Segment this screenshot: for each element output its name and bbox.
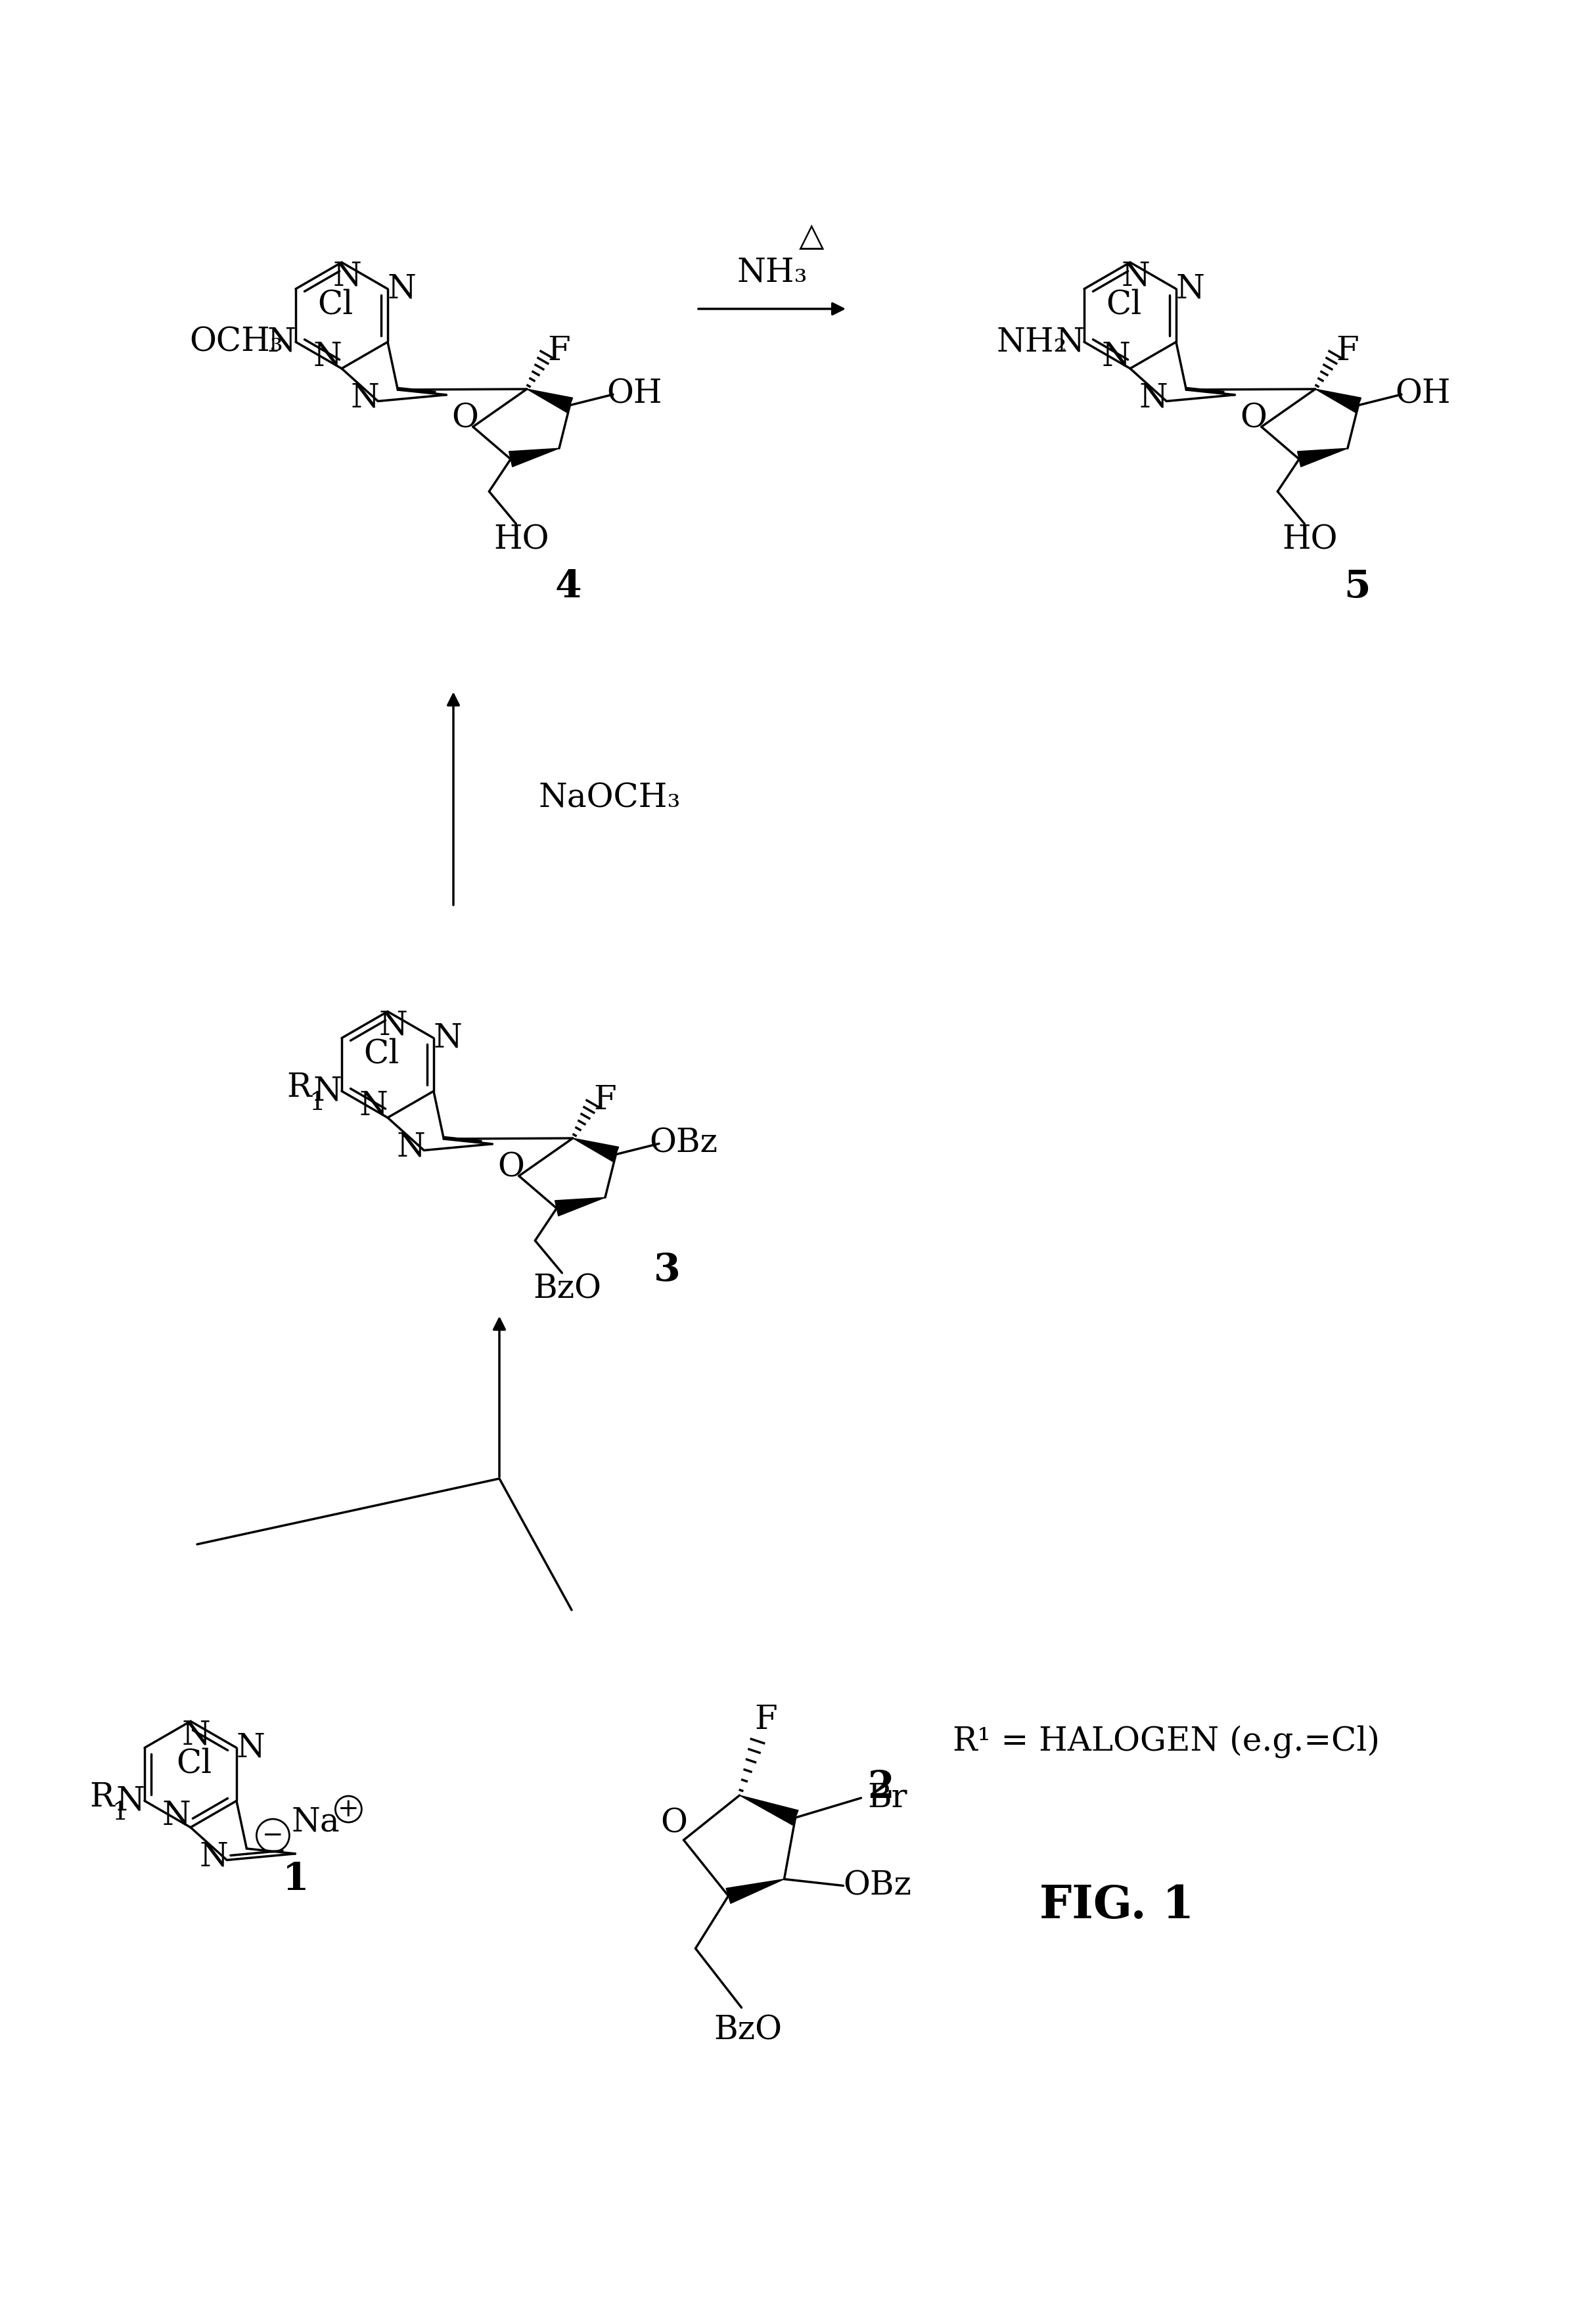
Text: N: N bbox=[161, 1800, 190, 1832]
Text: 1: 1 bbox=[282, 1860, 310, 1897]
Polygon shape bbox=[739, 1796, 798, 1825]
Text: N: N bbox=[236, 1731, 265, 1763]
Text: N: N bbox=[313, 1075, 342, 1107]
Text: F: F bbox=[755, 1703, 777, 1736]
Text: FIG. 1: FIG. 1 bbox=[1039, 1883, 1194, 1927]
Text: R: R bbox=[89, 1782, 115, 1814]
Text: 5: 5 bbox=[1344, 569, 1371, 605]
Text: Cl: Cl bbox=[1106, 288, 1141, 322]
Text: OH: OH bbox=[606, 378, 662, 410]
Text: NaOCH₃: NaOCH₃ bbox=[539, 783, 681, 815]
Text: NH₃: NH₃ bbox=[737, 256, 808, 290]
Text: HO: HO bbox=[1282, 523, 1337, 557]
Text: N: N bbox=[313, 341, 342, 373]
Polygon shape bbox=[509, 449, 559, 467]
Polygon shape bbox=[1298, 449, 1347, 467]
Text: O: O bbox=[1240, 403, 1267, 435]
Text: OBz: OBz bbox=[650, 1128, 718, 1160]
Text: △: △ bbox=[800, 221, 824, 253]
Text: N: N bbox=[182, 1720, 211, 1752]
Text: N: N bbox=[1101, 341, 1130, 373]
Text: R: R bbox=[287, 1073, 311, 1105]
Polygon shape bbox=[1315, 389, 1361, 412]
Text: N: N bbox=[1055, 325, 1084, 359]
Text: R¹ = HALOGEN (e.g.=Cl): R¹ = HALOGEN (e.g.=Cl) bbox=[953, 1724, 1381, 1759]
Text: N: N bbox=[434, 1022, 463, 1054]
Text: −: − bbox=[262, 1823, 284, 1849]
Text: BzO: BzO bbox=[533, 1273, 602, 1305]
Text: N: N bbox=[1140, 382, 1168, 414]
Text: N: N bbox=[388, 272, 417, 306]
Text: OBz: OBz bbox=[843, 1869, 911, 1901]
Text: N: N bbox=[351, 382, 380, 414]
Text: 3: 3 bbox=[654, 1252, 680, 1289]
Text: OH: OH bbox=[1395, 378, 1451, 410]
Text: N: N bbox=[378, 1011, 407, 1043]
Text: Cl: Cl bbox=[318, 288, 353, 322]
Text: OCH₃: OCH₃ bbox=[190, 325, 284, 359]
Text: Na: Na bbox=[292, 1807, 340, 1839]
Text: 1: 1 bbox=[112, 1800, 128, 1825]
Text: N: N bbox=[117, 1784, 145, 1816]
Text: Br: Br bbox=[868, 1782, 907, 1814]
Text: N: N bbox=[359, 1089, 388, 1121]
Text: 1: 1 bbox=[308, 1091, 326, 1114]
Text: F: F bbox=[1336, 336, 1360, 368]
Text: F: F bbox=[547, 336, 570, 368]
Polygon shape bbox=[527, 389, 573, 412]
Text: N: N bbox=[267, 325, 295, 359]
Polygon shape bbox=[726, 1878, 784, 1904]
Polygon shape bbox=[555, 1197, 605, 1215]
Text: N: N bbox=[200, 1842, 228, 1874]
Text: NH₂: NH₂ bbox=[996, 325, 1068, 359]
Text: 2: 2 bbox=[867, 1768, 894, 1805]
Text: N: N bbox=[1120, 260, 1149, 292]
Text: F: F bbox=[594, 1084, 616, 1116]
Text: +: + bbox=[338, 1798, 359, 1821]
Text: N: N bbox=[1176, 272, 1205, 306]
Text: O: O bbox=[452, 403, 479, 435]
Text: O: O bbox=[498, 1151, 523, 1183]
Text: Cl: Cl bbox=[364, 1038, 399, 1070]
Text: HO: HO bbox=[493, 523, 549, 557]
Text: BzO: BzO bbox=[713, 2014, 782, 2046]
Text: N: N bbox=[332, 260, 361, 292]
Text: N: N bbox=[396, 1130, 425, 1163]
Text: Cl: Cl bbox=[176, 1747, 212, 1779]
Polygon shape bbox=[573, 1137, 619, 1163]
Text: 4: 4 bbox=[555, 569, 583, 605]
Text: O: O bbox=[661, 1807, 688, 1839]
